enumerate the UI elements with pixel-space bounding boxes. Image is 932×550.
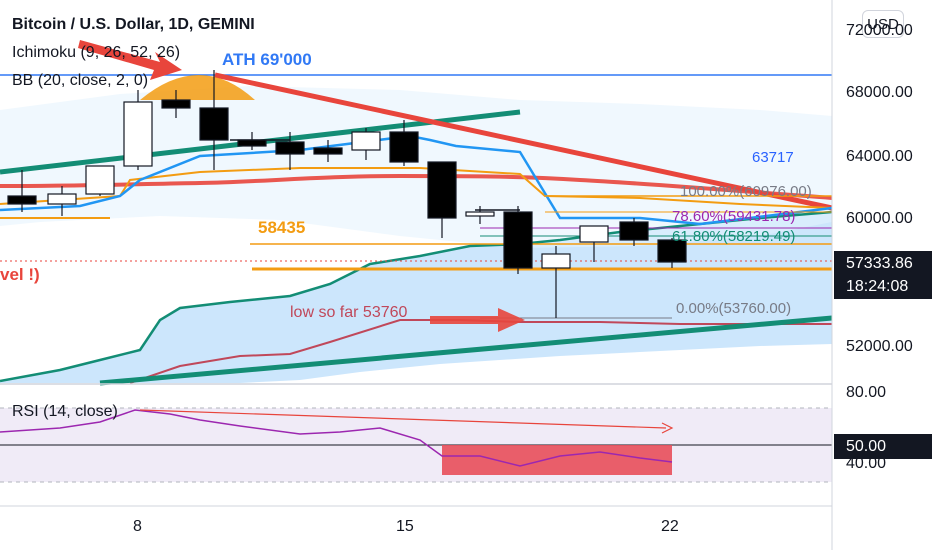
candle-body[interactable] [619, 221, 649, 241]
fib-0-label: 0.00%(53760.00) [676, 300, 792, 317]
tenkan-line [0, 134, 833, 226]
rsi-tick: 80.00 [846, 384, 887, 401]
rsi-line [0, 409, 673, 467]
candle-body[interactable] [47, 193, 77, 205]
ichimoku-lagging-line [129, 319, 832, 384]
bb-upper-line [0, 167, 833, 209]
candle-body[interactable] [199, 107, 229, 141]
ath-highlight-arc [140, 75, 255, 100]
green-trend-line-lower [99, 315, 833, 386]
fib-786-label: 78.60%(59431.78) [672, 208, 796, 225]
fib-618-label: 61.80%(58219.49) [672, 228, 796, 245]
candle-body[interactable] [503, 211, 533, 269]
candle-body[interactable] [657, 239, 687, 263]
candles [7, 70, 687, 318]
bb-middle-line [0, 173, 833, 200]
candle-body[interactable] [541, 253, 571, 269]
last-price-value: 57333.86 [846, 255, 913, 272]
low-so-far-label: low so far 53760 [290, 304, 408, 321]
price-tick: 60000.00 [846, 210, 913, 227]
currency-button[interactable]: USD [862, 10, 904, 38]
countdown-value: 18:24:08 [846, 278, 909, 295]
time-tick: 15 [396, 518, 414, 535]
rsi-current-tag: 50.00 [834, 434, 932, 459]
candle-body[interactable] [161, 99, 191, 109]
candle-body[interactable] [237, 139, 267, 147]
rsi-tick: 40.00 [846, 455, 887, 472]
bb-legend[interactable]: BB (20, close, 2, 0) [12, 72, 149, 89]
ath-label: ATH 69'000 [222, 50, 312, 69]
low-arrow [430, 308, 525, 332]
ichimoku-cloud [0, 212, 832, 383]
price-tick: 68000.00 [846, 84, 913, 101]
candle-body[interactable] [351, 131, 381, 151]
candle-body[interactable] [85, 165, 115, 195]
candle-body[interactable] [275, 141, 305, 155]
price-tick: 64000.00 [846, 148, 913, 165]
time-tick: 22 [661, 518, 679, 535]
candle-body[interactable] [579, 225, 609, 243]
candle-body[interactable] [389, 131, 419, 163]
level-58435-label: 58435 [258, 218, 306, 237]
time-tick: 8 [133, 518, 142, 535]
candle-body[interactable] [123, 101, 153, 167]
red-trend-line [214, 72, 833, 211]
ath-arrow [78, 40, 182, 80]
candle-body[interactable] [313, 147, 343, 155]
symbol-title[interactable]: Bitcoin / U.S. Dollar, 1D, GEMINI [12, 16, 255, 33]
rsi-highlight-box [442, 445, 672, 475]
ichimoku-legend[interactable]: Ichimoku (9, 26, 52, 26) [12, 44, 181, 61]
level-left-label: vel !) [0, 265, 40, 284]
number-63717-label: 63717 [752, 149, 794, 166]
rsi-arrow-head [661, 422, 674, 434]
candle-body[interactable] [427, 161, 457, 219]
candle-body[interactable] [465, 211, 495, 217]
last-price-tag: 57333.86 18:24:08 [834, 251, 932, 299]
price-tick: 72000.00 [846, 22, 913, 39]
fib-100-label: 100.00%(60976.00) [680, 183, 812, 200]
price-tick: 52000.00 [846, 338, 913, 355]
rsi-legend[interactable]: RSI (14, close) [12, 403, 118, 420]
rsi-arrow-line [139, 409, 667, 429]
candle-body[interactable] [7, 195, 37, 205]
